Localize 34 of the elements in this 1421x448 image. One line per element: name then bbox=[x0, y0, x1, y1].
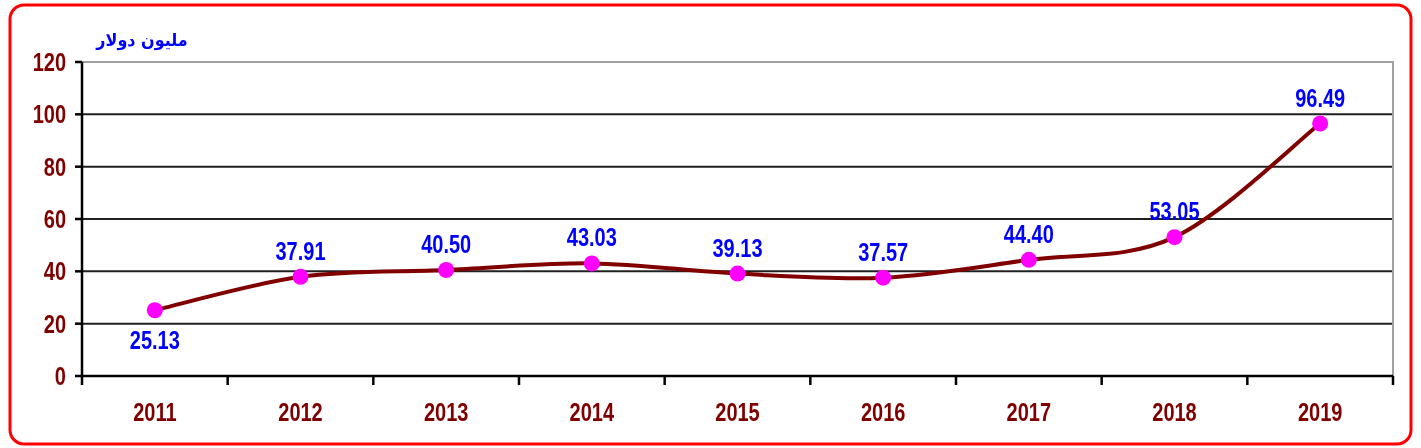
point bbox=[438, 262, 455, 279]
data-label: 37.57 bbox=[858, 238, 909, 267]
data-label: 44.40 bbox=[1003, 220, 1054, 249]
y-tick-label: 20 bbox=[43, 310, 66, 339]
y-tick-label: 100 bbox=[32, 101, 66, 129]
point bbox=[729, 265, 746, 282]
point bbox=[1166, 229, 1183, 246]
point bbox=[583, 255, 600, 272]
data-label: 43.03 bbox=[566, 224, 617, 252]
x-tick-label: 2013 bbox=[423, 398, 469, 427]
data-label: 39.13 bbox=[712, 234, 763, 263]
y-tick-label: 60 bbox=[43, 205, 66, 234]
y-tick-label: 0 bbox=[54, 362, 66, 391]
x-tick-label: 2017 bbox=[1006, 398, 1052, 427]
point bbox=[875, 269, 892, 286]
x-tick-label: 2015 bbox=[715, 398, 760, 427]
data-label: 37.91 bbox=[275, 237, 326, 266]
y-tick-label: 120 bbox=[32, 48, 66, 77]
x-tick-label: 2019 bbox=[1297, 398, 1343, 427]
y-axis-title: مليون دولار bbox=[95, 29, 188, 52]
x-tick-label: 2018 bbox=[1152, 398, 1197, 427]
y-tick-label: 40 bbox=[43, 258, 66, 286]
point bbox=[292, 268, 309, 285]
point bbox=[1312, 115, 1329, 132]
x-tick-label: 2011 bbox=[133, 398, 177, 427]
x-tick-label: 2014 bbox=[569, 398, 615, 427]
data-label: 40.50 bbox=[421, 230, 472, 259]
x-tick-label: 2016 bbox=[860, 398, 906, 427]
data-label: 96.49 bbox=[1295, 84, 1346, 113]
x-tick-label: 2012 bbox=[278, 398, 323, 427]
data-label: 25.13 bbox=[129, 327, 180, 355]
y-tick-label: 80 bbox=[43, 153, 66, 182]
point bbox=[1020, 251, 1037, 268]
point bbox=[146, 302, 163, 319]
